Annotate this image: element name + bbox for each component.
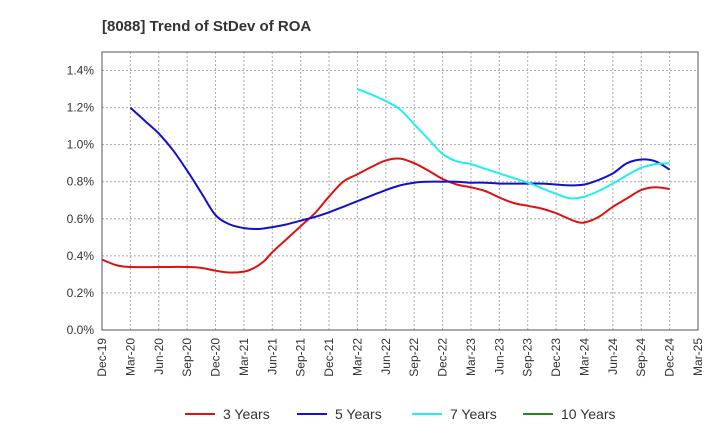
x-tick-label: Jun-22	[379, 338, 393, 375]
x-tick-label: Sep-21	[294, 338, 308, 377]
y-tick-label: 0.4%	[67, 249, 95, 263]
legend-label: 10 Years	[561, 406, 616, 422]
legend-label: 7 Years	[450, 406, 497, 422]
x-tick-label: Dec-20	[209, 338, 223, 377]
series-line-3-years	[101, 157, 670, 274]
y-tick-label: 0.8%	[67, 175, 95, 189]
x-tick-label: Dec-19	[95, 338, 109, 377]
y-tick-label: 1.4%	[67, 64, 95, 78]
y-tick-label: 0.0%	[67, 323, 95, 337]
legend-label: 3 Years	[223, 406, 270, 422]
x-tick-label: Mar-22	[350, 338, 364, 376]
series-line-5-years	[129, 106, 671, 231]
y-axis: 0.0% 0.2% 0.4% 0.6% 0.8% 1.0% 1.2% 1.4%	[67, 64, 95, 337]
x-tick-label: Jun-20	[152, 338, 166, 375]
x-tick-label: Sep-22	[407, 338, 421, 377]
series-line-7-years	[357, 88, 670, 200]
legend: 3 Years 5 Years 7 Years 10 Years	[185, 406, 616, 422]
legend-label: 5 Years	[335, 406, 382, 422]
y-tick-label: 1.2%	[67, 101, 95, 115]
x-tick-label: Mar-25	[691, 338, 705, 376]
x-tick-label: Dec-23	[549, 338, 563, 377]
x-tick-label: Jun-24	[606, 338, 620, 375]
y-tick-label: 1.0%	[67, 138, 95, 152]
x-tick-label: Sep-23	[521, 338, 535, 377]
x-tick-label: Dec-21	[322, 338, 336, 377]
y-tick-label: 0.6%	[67, 212, 95, 226]
legend-item-7-years: 7 Years	[412, 406, 497, 422]
legend-item-10-years: 10 Years	[523, 406, 616, 422]
x-tick-label: Jun-23	[492, 338, 506, 375]
x-tick-label: Sep-20	[180, 338, 194, 377]
x-tick-label: Mar-21	[237, 338, 251, 376]
chart-title: [8088] Trend of StDev of ROA	[102, 18, 311, 35]
x-tick-label: Sep-24	[634, 338, 648, 377]
grid	[101, 52, 699, 331]
x-tick-label: Jun-21	[265, 338, 279, 375]
x-tick-label: Mar-20	[123, 338, 137, 376]
x-axis: Dec-19 Mar-20 Jun-20 Sep-20 Dec-20 Mar-21 Jun-…	[95, 338, 705, 377]
x-tick-label: Mar-23	[464, 338, 478, 376]
legend-item-3-years: 3 Years	[185, 406, 270, 422]
x-tick-label: Dec-22	[436, 338, 450, 377]
x-tick-label: Dec-24	[663, 338, 677, 377]
y-tick-label: 0.2%	[67, 286, 95, 300]
legend-item-5-years: 5 Years	[297, 406, 382, 422]
plot-frame	[101, 51, 699, 331]
x-tick-label: Mar-24	[577, 338, 591, 376]
series-layer	[101, 88, 671, 274]
